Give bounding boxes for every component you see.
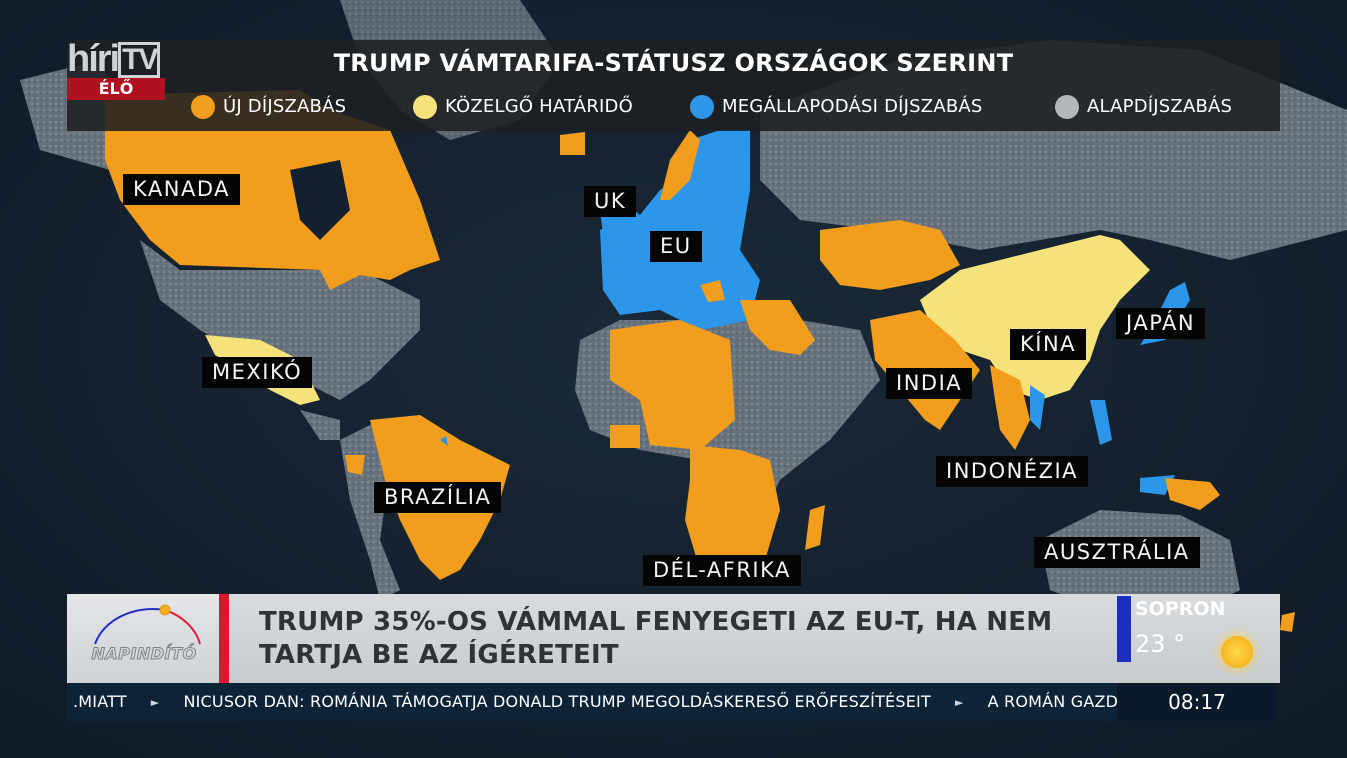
weather-accent-bar xyxy=(1117,596,1131,662)
show-name: NAPINDÍTÓ xyxy=(91,644,197,664)
yellow-dot-icon xyxy=(413,95,437,119)
legend-label: MEGÁLLAPODÁSI DÍJSZABÁS xyxy=(722,96,983,117)
label-brazil: BRAZÍLIA xyxy=(374,482,502,513)
sun-icon xyxy=(1221,636,1253,668)
ticker-item: A ROMÁN GAZD. xyxy=(987,692,1117,711)
label-uk: UK xyxy=(584,186,637,217)
lower-third: NAPINDÍTÓ TRUMP 35%-OS VÁMMAL FENYEGETI … xyxy=(67,594,1280,683)
map-title: TRUMP VÁMTARIFA-STÁTUSZ ORSZÁGOK SZERINT xyxy=(333,49,1014,77)
orange-dot-icon xyxy=(191,95,215,119)
ticker-item: NICUSOR DAN: ROMÁNIA TÁMOGATJA DONALD TR… xyxy=(183,692,931,711)
legend-label: ALAPDÍJSZABÁS xyxy=(1087,96,1233,117)
blue-dot-icon xyxy=(690,95,714,119)
sunrise-arc-icon xyxy=(94,604,201,645)
headline: TRUMP 35%-OS VÁMMAL FENYEGETI AZ EU-T, H… xyxy=(259,606,1119,672)
label-australia: AUSZTRÁLIA xyxy=(1034,537,1200,568)
legend-item-new-tariff: ÚJ DÍJSZABÁS xyxy=(191,92,346,122)
china-shape xyxy=(920,235,1150,400)
label-china: KÍNA xyxy=(1010,329,1087,360)
south-africa-shape xyxy=(685,445,780,585)
legend-label: ÚJ DÍJSZABÁS xyxy=(223,96,347,117)
live-badge: ÉLŐ xyxy=(67,78,165,100)
clock-box: 08:17 xyxy=(1117,683,1277,721)
legend-label: KÖZELGŐ HATÁRIDŐ xyxy=(445,96,633,117)
accent-bar xyxy=(219,594,229,683)
hirtv-logo: híri TV xyxy=(67,40,165,78)
ticker-text: .MIATT ► NICUSOR DAN: ROMÁNIA TÁMOGATJA DO… xyxy=(73,683,1117,721)
ticker-separator-icon: ► xyxy=(954,696,964,709)
label-mexico: MEXIKÓ xyxy=(202,357,313,388)
label-canada: KANADA xyxy=(123,174,241,205)
map-legend-panel: TRUMP VÁMTARIFA-STÁTUSZ ORSZÁGOK SZERINT… xyxy=(67,40,1280,131)
canada-shape xyxy=(105,90,440,290)
label-india: INDIA xyxy=(886,368,973,399)
clock-time: 08:17 xyxy=(1168,690,1226,714)
news-ticker: .MIATT ► NICUSOR DAN: ROMÁNIA TÁMOGATJA DO… xyxy=(67,683,1117,721)
label-south-africa: DÉL-AFRIKA xyxy=(643,555,801,586)
legend-item-agreement: MEGÁLLAPODÁSI DÍJSZABÁS xyxy=(690,92,983,122)
headline-line-2: TARTJA BE AZ ÍGÉRETEIT xyxy=(259,640,619,670)
weather-temperature: 23 ° xyxy=(1135,630,1186,658)
weather-city: SOPRON xyxy=(1135,598,1226,620)
channel-logo: híri TV ÉLŐ xyxy=(67,40,165,100)
north-africa-shape xyxy=(610,320,735,450)
show-logo: NAPINDÍTÓ xyxy=(67,594,219,683)
grey-dot-icon xyxy=(1055,95,1079,119)
weather-widget: SOPRON 23 ° xyxy=(1117,594,1280,683)
label-eu: EU xyxy=(650,231,702,262)
ticker-item: .MIATT xyxy=(73,692,127,711)
legend: ÚJ DÍJSZABÁS KÖZELGŐ HATÁRIDŐ MEGÁLLAPOD… xyxy=(67,92,1280,122)
label-japan: JAPÁN xyxy=(1116,308,1206,339)
headline-line-1: TRUMP 35%-OS VÁMMAL FENYEGETI AZ EU-T, H… xyxy=(259,607,1053,637)
legend-item-baseline: ALAPDÍJSZABÁS xyxy=(1055,92,1232,122)
ticker-separator-icon: ► xyxy=(150,696,160,709)
legend-item-deadline: KÖZELGŐ HATÁRIDŐ xyxy=(413,92,633,122)
label-indonesia: INDONÉZIA xyxy=(936,456,1089,487)
